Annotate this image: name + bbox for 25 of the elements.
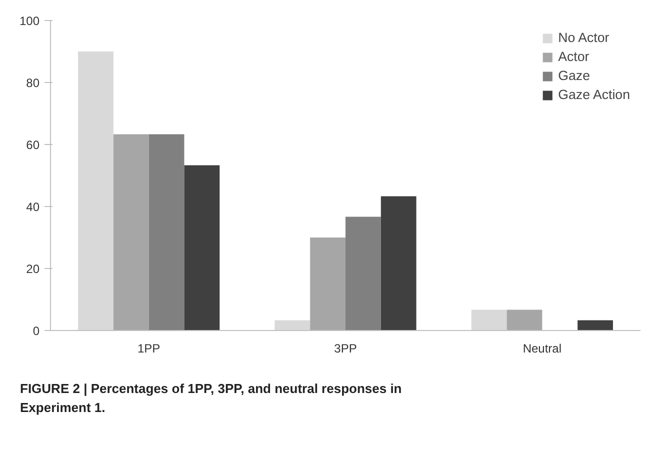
x-tick-label: 1PP <box>137 342 160 356</box>
bar <box>506 310 542 330</box>
y-tick-label: 0 <box>32 324 40 338</box>
bar <box>274 320 310 330</box>
legend-label: Gaze <box>558 68 590 83</box>
bar <box>310 238 346 330</box>
bar <box>380 196 416 330</box>
y-tick-label: 100 <box>19 14 40 28</box>
bar <box>78 52 114 330</box>
y-tick-label: 80 <box>26 76 40 90</box>
x-tick-label: Neutral <box>522 342 562 356</box>
x-tick-label: 3PP <box>334 342 357 356</box>
bar <box>148 134 184 330</box>
caption: FIGURE 2 | Percentages of 1PP, 3PP, and neutral responses in Experiment 1. <box>20 380 403 417</box>
legend-label: Gaze Action <box>558 87 630 102</box>
y-tick-label: 60 <box>26 138 40 152</box>
bar <box>113 134 149 330</box>
y-tick-label: 40 <box>26 200 40 214</box>
bar <box>184 165 220 330</box>
bar <box>578 320 613 330</box>
legend-label: No Actor <box>558 30 610 45</box>
y-tick-label: 20 <box>26 262 40 276</box>
bar <box>471 310 507 330</box>
bar <box>346 216 381 330</box>
legend-label: Actor <box>558 49 590 64</box>
